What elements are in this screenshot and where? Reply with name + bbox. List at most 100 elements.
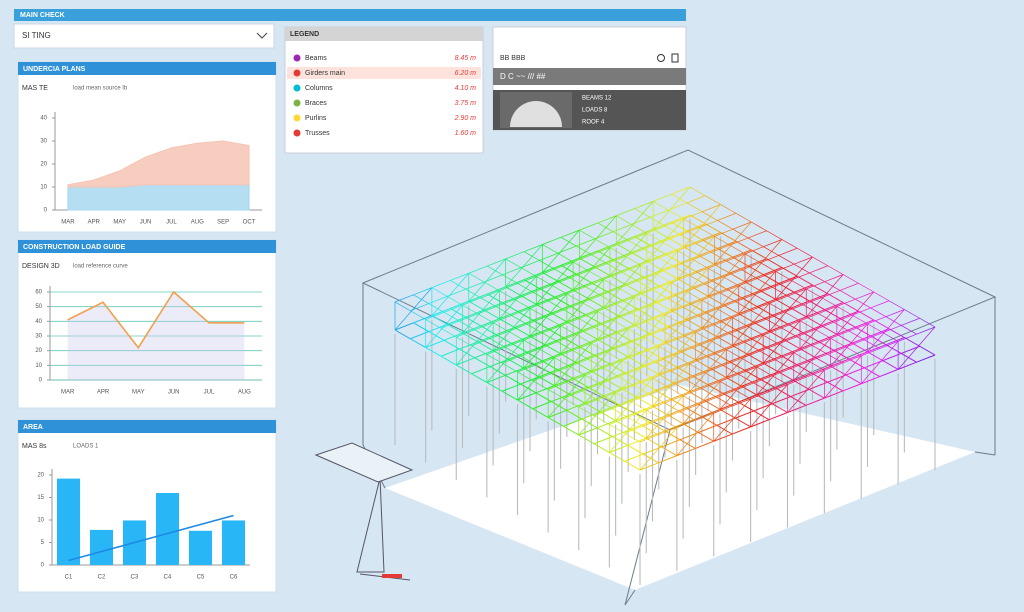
structure-line: [616, 243, 632, 253]
structure-line: [806, 309, 825, 318]
structure-line: [824, 390, 843, 399]
structure-line: [591, 247, 611, 256]
structure-line: [566, 321, 583, 332]
line: [68, 514, 234, 562]
structure-line: [591, 275, 611, 284]
legend-dot[interactable]: [293, 99, 301, 107]
view-icon[interactable]: [657, 54, 665, 62]
structure-line: [560, 264, 577, 275]
y-tick-label: 30: [40, 139, 47, 145]
structure-line: [692, 287, 709, 297]
structure-line: [578, 399, 598, 408]
legend-dot[interactable]: [293, 54, 301, 62]
x-tick-label: C6: [230, 575, 238, 581]
structure-line: [566, 286, 586, 295]
structure-line: [413, 322, 429, 332]
structure-line: [640, 373, 659, 383]
structure-line: [505, 286, 522, 297]
structure-line: [600, 315, 620, 324]
structure-line: [413, 287, 433, 296]
structure-line: [732, 228, 749, 239]
structure-line: [781, 239, 798, 249]
structure-line: [554, 289, 574, 298]
structure-line: [686, 202, 703, 212]
structure-line: [652, 370, 672, 379]
structure-line: [707, 377, 727, 386]
structure-line: [591, 363, 610, 372]
structure-line: [753, 294, 770, 304]
structure-line: [616, 208, 635, 217]
structure-line: [775, 359, 791, 369]
brace: [658, 331, 696, 375]
structure-line: [462, 325, 482, 334]
panel-title: CONSTRUCTION LOAD GUIDE: [23, 244, 126, 251]
structure-line: [753, 322, 770, 332]
structure-line: [474, 350, 494, 359]
structure-line: [535, 364, 552, 374]
structure-line: [474, 357, 491, 367]
panel-header: [18, 62, 276, 75]
structure-line: [839, 310, 859, 319]
legend-dot[interactable]: [293, 84, 301, 92]
structure-line: [658, 427, 678, 436]
structure-line: [719, 373, 739, 382]
structure-line: [643, 337, 659, 347]
structure-line: [864, 360, 883, 369]
structure-line: [450, 272, 469, 281]
structure-line: [762, 355, 782, 364]
structure-line: [864, 367, 880, 377]
structure-line: [711, 252, 727, 262]
structure-line: [581, 418, 598, 429]
x-tick-label: C2: [98, 575, 106, 581]
structure-line: [631, 224, 648, 234]
structure-line: [664, 423, 684, 432]
legend-dot[interactable]: [293, 129, 301, 137]
structure-line: [542, 244, 558, 254]
structure-line: [741, 269, 758, 279]
structure-line: [487, 286, 506, 295]
structure-line: [824, 309, 841, 319]
structure-line: [603, 279, 620, 289]
structure-line: [781, 348, 801, 357]
legend-dot[interactable]: [293, 114, 301, 122]
structure-line: [870, 300, 890, 309]
structure-line: [652, 377, 668, 388]
structure-line: [867, 323, 883, 333]
structure-line: [569, 358, 589, 367]
structure-line: [689, 391, 705, 402]
structure-line: [646, 437, 662, 448]
structure-line: [548, 328, 564, 339]
area: [67, 140, 250, 188]
structure-line: [520, 383, 537, 394]
dropdown[interactable]: [13, 23, 275, 49]
structure-line: [633, 413, 650, 423]
structure-line: [459, 341, 478, 350]
structure-line: [554, 385, 570, 395]
structure-line: [882, 325, 902, 333]
structure-line: [683, 299, 703, 308]
structure-line: [732, 256, 749, 267]
structure-line: [477, 313, 494, 323]
y-tick-label: 10: [37, 518, 44, 524]
structure-line: [649, 237, 669, 246]
brace: [762, 320, 801, 364]
structure-line: [719, 381, 736, 391]
readout-text: BEAMS 12: [582, 96, 612, 102]
structure-line: [637, 308, 654, 319]
structure-line: [637, 280, 653, 291]
structure-line: [738, 306, 758, 315]
structure-line: [707, 356, 724, 366]
x-tick-label: OCT: [243, 220, 256, 226]
y-tick-label: 20: [40, 162, 47, 168]
legend-highlight[interactable]: [287, 67, 481, 79]
legend-dot[interactable]: [293, 69, 301, 77]
structure-line: [873, 319, 890, 330]
structure-line: [628, 240, 644, 250]
view-icon[interactable]: [671, 53, 679, 63]
structure-line: [576, 266, 595, 275]
structure-line: [462, 297, 482, 306]
brace: [725, 334, 764, 378]
structure-line: [747, 265, 764, 276]
dropdown-chevron[interactable]: [256, 32, 268, 39]
structure-line: [904, 337, 920, 347]
